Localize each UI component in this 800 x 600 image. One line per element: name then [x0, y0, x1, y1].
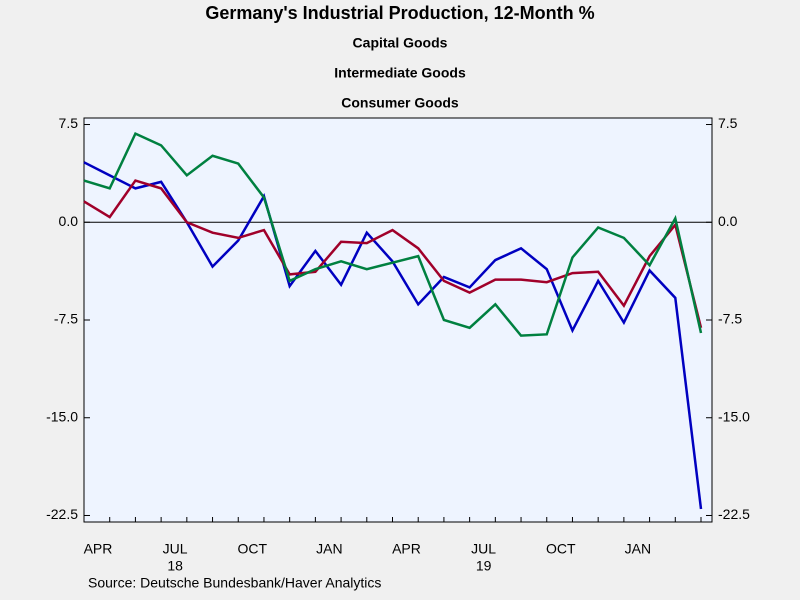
- legend-entry: Capital Goods: [353, 35, 448, 51]
- x-tick-label: OCT: [546, 541, 576, 557]
- y2-tick-label: 7.5: [718, 115, 738, 131]
- x-tick-label: JUL: [163, 541, 188, 557]
- x-tick-label: JUL: [471, 541, 496, 557]
- y2-tick-label: -7.5: [718, 311, 742, 327]
- y-tick-label: -15.0: [46, 408, 78, 424]
- series-line: [83, 131, 703, 337]
- y-tick-label: 0.0: [59, 213, 79, 229]
- x-year-label: 19: [476, 558, 492, 574]
- series-line: [83, 179, 703, 329]
- y-tick-label: 7.5: [59, 115, 79, 131]
- plot-area: [83, 117, 713, 523]
- y2-tick-label: -22.5: [718, 506, 750, 522]
- y2-tick-label: 0.0: [718, 213, 738, 229]
- source: Source: Deutsche Bundesbank/Haver Analyt…: [88, 575, 381, 591]
- x-tick-label: OCT: [237, 541, 267, 557]
- legend-entry: Intermediate Goods: [334, 65, 466, 81]
- x-year-label: 18: [167, 558, 183, 574]
- y-tick-label: -22.5: [46, 506, 78, 522]
- x-tick-label: APR: [84, 541, 113, 557]
- y-tick-label: -7.5: [54, 311, 78, 327]
- x-tick-label: APR: [392, 541, 421, 557]
- legend-entry: Consumer Goods: [341, 95, 459, 111]
- chart-title: Germany's Industrial Production, 12-Mont…: [205, 3, 594, 23]
- x-tick-label: JAN: [625, 541, 651, 557]
- x-tick-label: JAN: [316, 541, 342, 557]
- y2-tick-label: -15.0: [718, 408, 750, 424]
